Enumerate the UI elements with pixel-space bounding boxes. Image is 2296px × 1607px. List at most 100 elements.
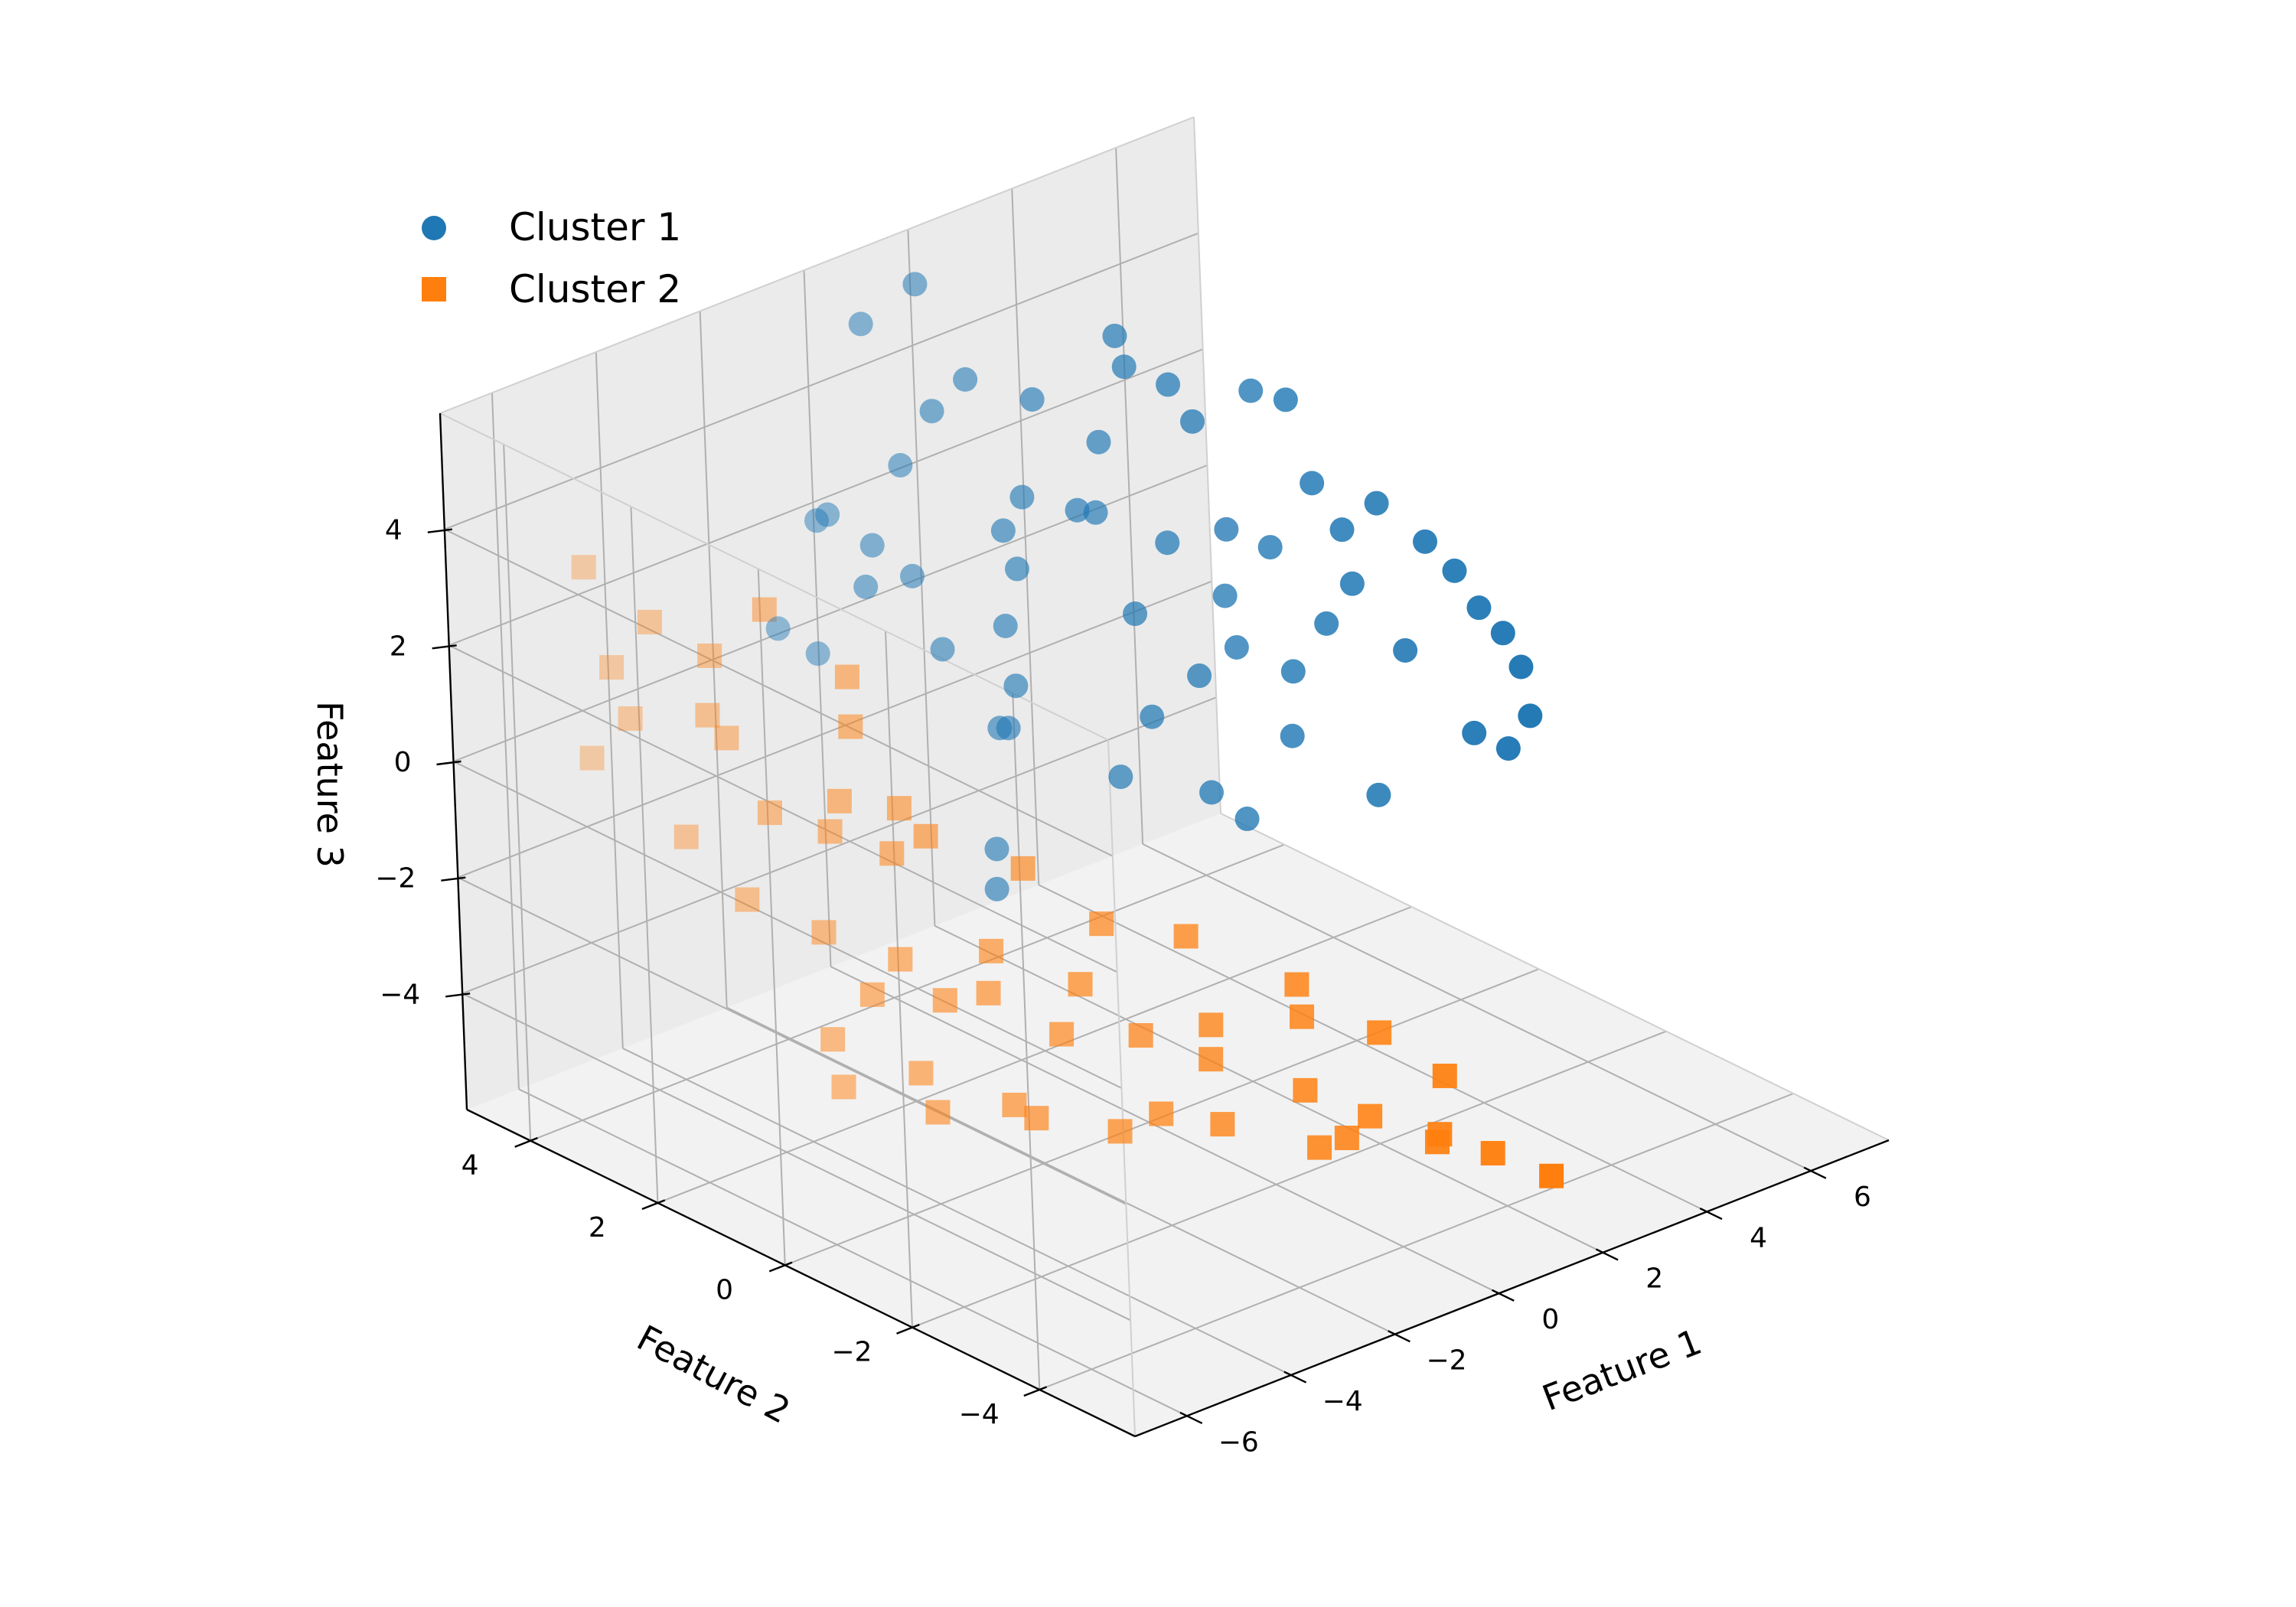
grid-line-y-floor: [657, 906, 1412, 1204]
cluster-1-point: [1102, 323, 1127, 348]
cluster-2-point: [695, 702, 720, 728]
cluster-1-point: [1280, 723, 1305, 748]
cluster-1-point: [1108, 764, 1133, 790]
cluster-2-point: [1290, 1004, 1315, 1029]
cluster-2-point: [714, 725, 739, 751]
cluster-1-point: [1156, 372, 1181, 397]
grid-line-z-wall-y: [448, 348, 1204, 647]
y-tick-label: −4: [959, 1399, 1000, 1430]
cluster-1-point: [1393, 637, 1418, 663]
x-tick: [1492, 1289, 1515, 1302]
cluster-1-point: [1490, 621, 1515, 646]
cluster-2-point: [1149, 1101, 1174, 1126]
grid-line-x-floor: [1142, 843, 1812, 1172]
x-tick: [1388, 1330, 1411, 1343]
x-tick-label: 6: [1854, 1182, 1871, 1213]
cluster-1-point: [1234, 807, 1260, 832]
cluster-2-point: [1358, 1103, 1383, 1129]
x-tick-label: 4: [1750, 1222, 1767, 1253]
cluster-2-point: [817, 819, 843, 844]
cluster-2-point: [752, 597, 777, 622]
cluster-1-point: [1083, 500, 1108, 525]
x-tick-label: 0: [1541, 1304, 1559, 1335]
cluster-1-point: [902, 272, 928, 297]
y-tick-label: 2: [589, 1212, 606, 1244]
legend-marker-cluster-1: [422, 216, 446, 240]
cluster-1-point: [853, 574, 879, 599]
cluster-2-point: [1293, 1077, 1318, 1103]
z-tick: [427, 528, 452, 533]
grid-line-x-floor: [1038, 884, 1707, 1213]
cluster-1-point: [900, 563, 925, 588]
cluster-2-point: [820, 1027, 846, 1052]
cluster-2-point: [1049, 1022, 1075, 1047]
axis-panes: [440, 117, 1889, 1436]
cluster-2-point: [886, 796, 912, 821]
cluster-2-point: [859, 982, 885, 1007]
cluster-2-point: [697, 643, 722, 668]
cluster-2-point: [1284, 972, 1309, 997]
cluster-2-point: [1334, 1126, 1359, 1151]
cluster-1-point: [1364, 491, 1389, 516]
pane-edge: [439, 116, 1195, 414]
legend-marker-cluster-2: [422, 277, 446, 302]
cluster-1-point: [1005, 556, 1030, 582]
cluster-1-point: [1140, 704, 1165, 729]
cluster-1-point: [765, 616, 791, 641]
legend-label-cluster-1: Cluster 1: [509, 205, 681, 249]
cluster-1-point: [1065, 497, 1090, 523]
cluster-1-point: [1466, 595, 1492, 621]
cluster-1-point: [996, 715, 1021, 741]
grid-line-z-wall-x: [461, 993, 1131, 1322]
cluster-1-point: [1111, 354, 1137, 380]
cluster-1-point: [1199, 780, 1225, 805]
cluster-1-point: [1462, 720, 1487, 745]
cluster-2-point: [979, 938, 1004, 963]
cluster-1-point: [1224, 634, 1249, 660]
x-tick-label: −2: [1426, 1345, 1466, 1377]
y-axis-label: Feature 2: [631, 1317, 797, 1432]
x-axis-line: [1134, 1139, 1890, 1438]
axis-lines: [439, 412, 1890, 1438]
cluster-1-point: [1212, 583, 1238, 608]
cluster-2-point: [1010, 856, 1035, 881]
grid-line-y-floor: [530, 843, 1285, 1142]
cluster-2-point: [1024, 1106, 1049, 1131]
z-tick: [436, 760, 461, 766]
cluster-1-point: [919, 399, 944, 424]
z-axis-label: Feature 3: [309, 701, 351, 868]
z-tick-label: 2: [390, 631, 407, 662]
x-tick: [1595, 1248, 1619, 1261]
cluster-2-point: [571, 555, 596, 580]
y-tick-label: 0: [716, 1274, 733, 1305]
cluster-1-point: [1123, 601, 1148, 627]
grid-line-x-floor: [726, 1006, 1396, 1335]
tick-labels: −6 −4 −2 0 2 4 6 −4 −2 0 2 4 −4 −2 0 2 4: [375, 515, 1871, 1459]
pane-edge: [1220, 813, 1890, 1141]
cluster-2-point: [908, 1061, 934, 1086]
cluster-1-point: [984, 876, 1009, 901]
cluster-2-point: [579, 745, 605, 771]
cluster-1-point: [1179, 409, 1205, 434]
cluster-2-point: [1210, 1112, 1235, 1137]
cluster-1-point: [848, 311, 873, 337]
cluster-1-point: [1413, 529, 1438, 554]
cluster-1-point: [1273, 387, 1298, 412]
cluster-2-point: [1002, 1092, 1027, 1117]
pane-edge: [1107, 739, 1136, 1437]
cluster-1-point: [1155, 530, 1180, 556]
grid-line-z-wall-y: [444, 232, 1199, 530]
pane-edge: [439, 412, 1109, 741]
cluster-1-point: [1257, 535, 1283, 560]
cluster-1-point: [990, 518, 1016, 543]
y-tick: [768, 1261, 793, 1273]
cluster-1-point: [1187, 663, 1212, 689]
x-tick: [1283, 1371, 1307, 1384]
y-tick-label: 4: [461, 1150, 479, 1182]
cluster-2-point: [834, 664, 859, 689]
cluster-2-point: [976, 980, 1001, 1006]
cluster-2-point: [831, 1074, 856, 1100]
cluster-1-point: [1300, 471, 1325, 496]
cluster-2-point: [599, 655, 625, 680]
cluster-2-point: [1199, 1012, 1224, 1038]
